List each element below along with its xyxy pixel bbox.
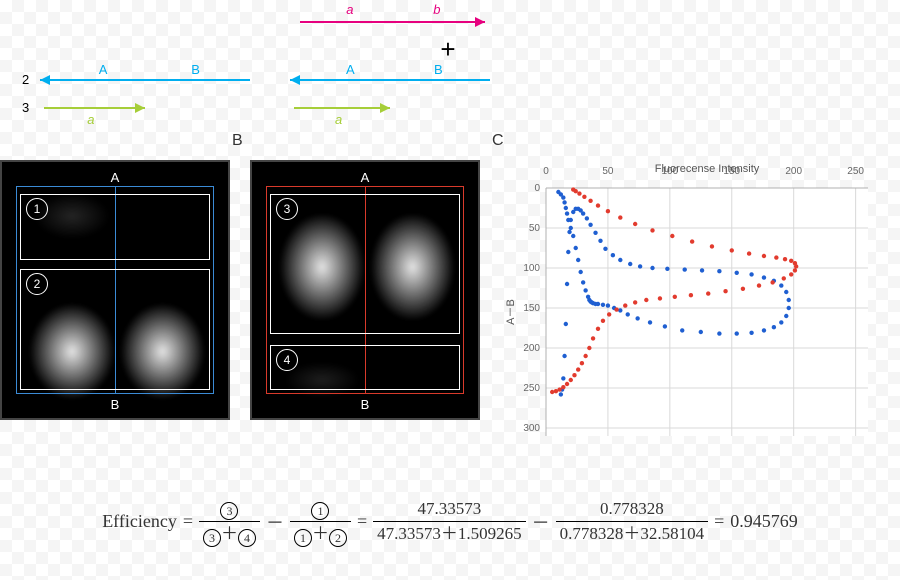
svg-text:Fluorecense Intensity: Fluorecense Intensity xyxy=(655,163,760,175)
gel-A-top-label: A xyxy=(2,170,228,185)
svg-text:300: 300 xyxy=(523,423,540,434)
right-construct: A Ba xyxy=(290,62,490,127)
svg-text:200: 200 xyxy=(523,343,540,354)
eq-frac2: 1 1＋2 xyxy=(290,495,351,548)
svg-text:2: 2 xyxy=(22,72,29,87)
svg-text:200: 200 xyxy=(785,166,802,177)
svg-text:250: 250 xyxy=(847,166,864,177)
panel-B: B A B 34 xyxy=(250,160,480,450)
eq-lead: Efficiency xyxy=(102,511,177,532)
svg-text:50: 50 xyxy=(602,166,614,177)
svg-text:a: a xyxy=(346,2,353,17)
svg-text:a: a xyxy=(87,112,94,127)
gel-B-top-label: A xyxy=(252,170,478,185)
svg-text:b: b xyxy=(433,2,440,17)
gel-image-B: A B 34 xyxy=(250,160,480,420)
svg-text:B: B xyxy=(434,62,443,77)
svg-text:A－B: A－B xyxy=(505,299,517,325)
eq-frac3: 47.33573 47.33573＋1.509265 xyxy=(373,497,526,546)
left-construct: A Ba 2 3 xyxy=(22,62,250,127)
svg-text:A: A xyxy=(99,62,108,77)
eq-frac1: 3 3＋4 xyxy=(199,495,260,548)
svg-text:0: 0 xyxy=(543,166,549,177)
eq-frac4: 0.778328 0.778328＋32.58104 xyxy=(556,497,709,546)
panel-C-label: C xyxy=(492,132,504,150)
intensity-chart: 050100150200250050100150200250300Fluorec… xyxy=(500,160,880,450)
panel-A: A A B 12 xyxy=(0,160,230,450)
svg-text:0: 0 xyxy=(534,183,540,194)
plus-sign: + xyxy=(440,34,455,64)
top-strand: a b xyxy=(300,2,485,27)
svg-text:50: 50 xyxy=(529,223,541,234)
efficiency-equation: Efficiency = 3 3＋4 － 1 1＋2 = 47.33573 47… xyxy=(0,495,900,548)
svg-text:150: 150 xyxy=(523,303,540,314)
svg-text:100: 100 xyxy=(523,263,540,274)
gel-image-A: A B 12 xyxy=(0,160,230,420)
svg-text:250: 250 xyxy=(523,383,540,394)
gel-B-bot-label: B xyxy=(252,397,478,412)
svg-text:a: a xyxy=(335,112,342,127)
svg-text:B: B xyxy=(191,62,200,77)
eq-result: 0.945769 xyxy=(730,511,798,532)
svg-text:3: 3 xyxy=(22,100,29,115)
schematic-strands: a b + A Ba 2 3 A Ba xyxy=(0,0,900,160)
svg-text:A: A xyxy=(346,62,355,77)
panel-B-label: B xyxy=(232,132,243,150)
panel-C: C 050100150200250050100150200250300Fluor… xyxy=(500,160,900,450)
